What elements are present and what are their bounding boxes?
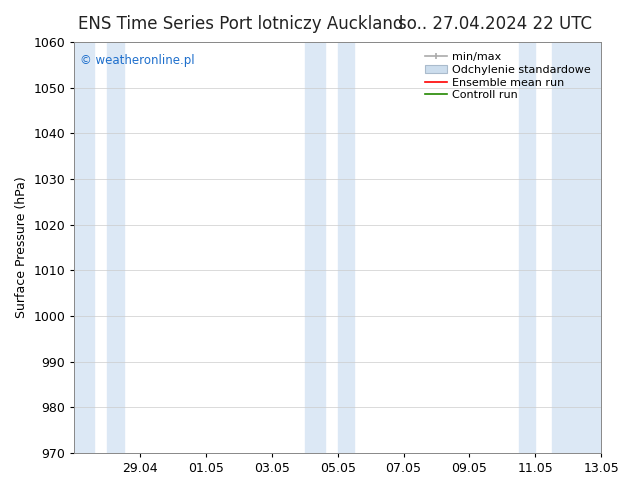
Y-axis label: Surface Pressure (hPa): Surface Pressure (hPa)	[15, 176, 28, 318]
Text: ENS Time Series Port lotniczy Auckland: ENS Time Series Port lotniczy Auckland	[78, 15, 404, 33]
Text: © weatheronline.pl: © weatheronline.pl	[80, 54, 195, 68]
Bar	[74, 42, 94, 453]
Bar	[107, 42, 124, 453]
Legend: min/max, Odchylenie standardowe, Ensemble mean run, Controll run: min/max, Odchylenie standardowe, Ensembl…	[420, 48, 595, 105]
Bar	[519, 42, 535, 453]
Bar	[305, 42, 325, 453]
Text: so.. 27.04.2024 22 UTC: so.. 27.04.2024 22 UTC	[398, 15, 592, 33]
Bar	[338, 42, 354, 453]
Bar	[552, 42, 601, 453]
